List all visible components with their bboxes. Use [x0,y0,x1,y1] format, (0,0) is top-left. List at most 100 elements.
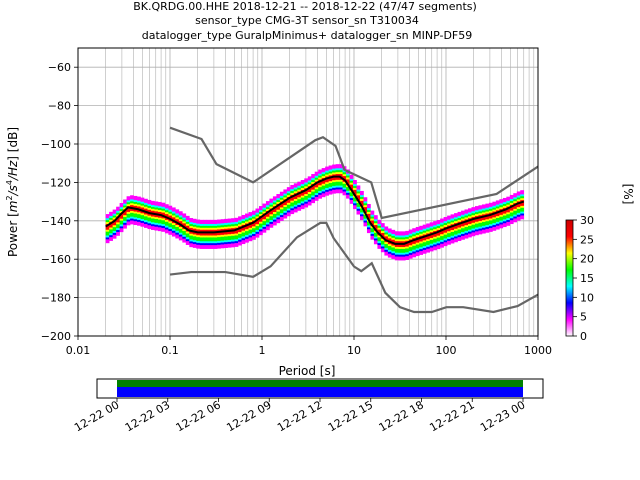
heat-cell [206,239,211,242]
heat-cell [380,225,385,228]
heat-cell [492,201,497,204]
heat-cell [220,242,225,245]
heat-cell [154,201,159,204]
heat-cell [509,217,514,221]
heat-cell [297,183,302,186]
heat-cell [422,239,427,243]
heat-cell [164,211,169,215]
heat-cell [436,243,441,246]
heat-cell [269,219,274,222]
heat-cell [133,218,138,222]
heat-cell [398,244,403,248]
heat-cell [154,211,159,214]
heat-cell [206,237,211,240]
heat-cell [353,183,357,187]
heat-cell [109,232,113,236]
heat-cell [245,228,249,232]
heat-cell [109,231,113,234]
heat-cell [499,224,504,227]
heat-cell [495,210,500,213]
heat-cell [150,214,155,217]
heat-cell [258,232,263,236]
heat-cell [468,223,472,226]
heat-cell [384,232,389,235]
heat-cell [366,230,371,234]
heat-cell [258,225,263,228]
heat-cell [262,218,267,222]
timeline-tick-label: 12-22 21 [427,398,476,434]
heat-cell [269,217,274,221]
heat-cell [220,234,225,237]
heat-cell [116,220,120,223]
heat-cell [405,244,410,247]
heat-cell [245,234,249,237]
heat-cell [293,196,298,199]
heat-cell [112,228,117,231]
heat-cell [426,242,430,245]
heat-cell [265,220,270,223]
heat-cell [109,213,113,216]
heat-cell [509,210,514,213]
heat-cell [398,237,403,240]
heat-cell [307,182,312,185]
heat-cell [304,178,309,181]
heat-cell [213,239,218,242]
heat-cell [405,234,410,237]
heat-cell [182,240,187,243]
heat-cell [443,222,448,226]
heat-cell [116,225,120,229]
heat-cell [175,232,180,235]
heat-cell [394,240,399,244]
heat-cell [116,223,120,227]
heat-cell [116,218,120,221]
heat-cell [168,213,173,216]
heat-cell [488,212,493,215]
heat-cell [304,195,309,198]
heat-cell [210,233,214,236]
heat-cell [499,218,504,221]
heat-cell [307,189,312,193]
heat-cell [140,201,145,204]
heat-cell [189,221,194,225]
heat-cell [509,196,514,200]
heat-cell [422,241,427,245]
heat-cell [161,212,166,215]
y-axis-ticks: −60−80−100−120−140−160−180−200 [41,61,78,343]
heat-cell [272,202,277,205]
heat-cell [206,225,211,228]
heat-cell [252,216,256,219]
heat-cell [440,222,444,225]
heat-cell [433,246,437,249]
heat-cell [255,212,260,215]
heat-cell [433,226,437,230]
heat-cell [265,201,270,204]
heat-cell [502,205,507,208]
heat-cell [447,242,451,245]
heat-cell [164,225,169,228]
heat-cell [339,183,343,186]
heat-cell [137,221,141,224]
heat-cell [440,239,444,242]
heat-cell [366,215,371,218]
heat-cell [224,224,228,227]
heat-cell [255,220,260,223]
heat-cell [123,214,127,218]
heat-cell [112,230,117,233]
heat-cell [377,235,382,238]
heat-cell [269,221,274,224]
heat-cell [213,223,218,226]
heat-cell [471,216,476,219]
timeline-tick-label: 12-22 15 [326,398,375,434]
heat-cell [499,208,504,212]
heat-cell [133,205,138,208]
heat-cell [130,214,134,217]
heat-cell [488,225,493,229]
heat-cell [516,191,521,194]
heat-cell [481,214,486,217]
heat-cell [366,207,371,211]
heat-cell [276,209,281,212]
heat-cell [398,240,403,244]
heat-cell [109,225,113,228]
heat-cell [199,244,204,248]
